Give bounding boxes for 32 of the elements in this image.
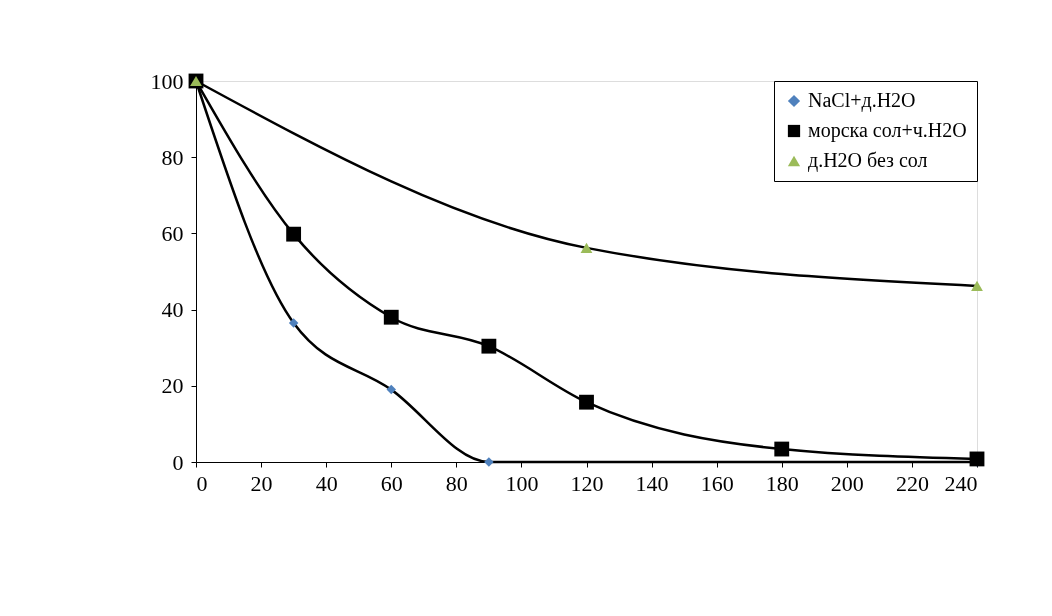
- x-tick-label: 160: [700, 470, 734, 496]
- x-tick-label: 140: [635, 470, 669, 496]
- point: [971, 280, 983, 292]
- x-tick-label: 80: [445, 470, 468, 496]
- x-tick-label: 0: [196, 470, 208, 496]
- point: [383, 309, 399, 325]
- y-tick-label: 100: [150, 68, 184, 94]
- y-tick-label: 80: [161, 144, 184, 170]
- x-tick-label: 20: [250, 470, 273, 496]
- y-tick-label: 40: [161, 297, 184, 323]
- x-tick-label: 180: [765, 470, 799, 496]
- point: [481, 338, 497, 354]
- x-tick-label: 240: [944, 470, 978, 496]
- x-tick-label: 40: [315, 470, 338, 496]
- point: [386, 384, 396, 395]
- x-tick-label: 100: [505, 470, 539, 496]
- legend-label: NaCl+д.H2O: [808, 89, 916, 112]
- point: [969, 451, 985, 467]
- legend-label: д.H2O без сол: [808, 149, 928, 172]
- point: [288, 318, 299, 328]
- x-tick-label: 220: [895, 470, 929, 496]
- point: [580, 242, 593, 253]
- x-tick-label: 120: [570, 470, 604, 496]
- point: [286, 226, 302, 242]
- y-tick-label: 20: [161, 373, 184, 399]
- point: [774, 441, 790, 457]
- y-tick-label: 60: [161, 220, 184, 246]
- point: [579, 394, 594, 410]
- y-tick-label: 0: [172, 449, 184, 475]
- legend-label: морска сол+ч.H2O: [808, 119, 967, 142]
- x-tick-label: 60: [380, 470, 403, 496]
- x-tick-label: 200: [830, 470, 864, 496]
